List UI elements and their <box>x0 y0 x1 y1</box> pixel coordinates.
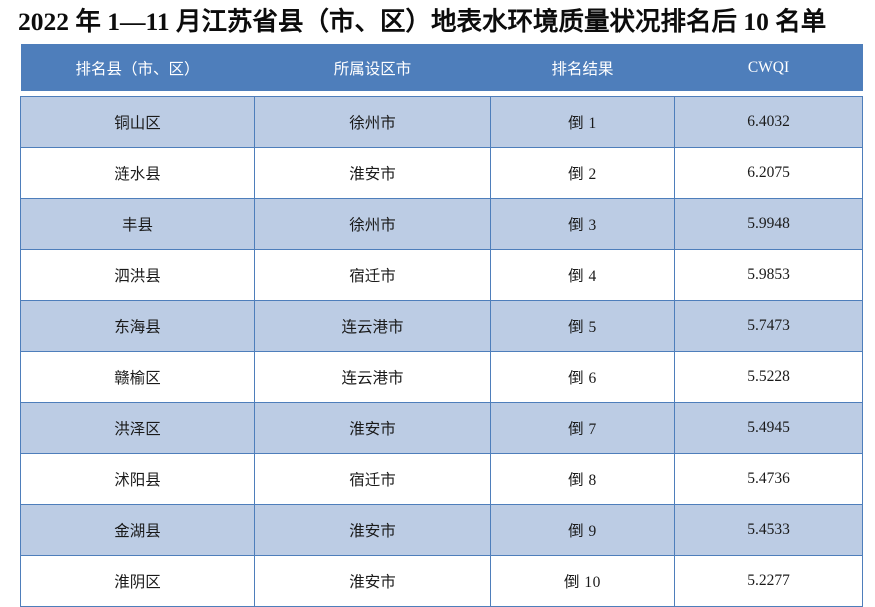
table-body: 铜山区 徐州市倒 1 6.4032 涟水县 淮安市倒 2 6.2075 丰县 徐州市倒 3 5.… <box>20 91 863 607</box>
header-body-gap <box>20 91 863 97</box>
table-row: 涟水县 淮安市倒 2 6.2075 <box>20 147 863 199</box>
cell-cwqi: 5.4945 <box>674 402 863 454</box>
cell-county: 铜山区 <box>20 96 255 148</box>
table-row: 赣榆区 连云港市倒 6 5.5228 <box>20 351 863 403</box>
column-header-rank: 排名结果 <box>490 44 675 91</box>
table-header: 排名县（市、区） 所属设区市 排名结果 CWQI <box>20 44 863 91</box>
cell-county: 涟水县 <box>20 147 255 199</box>
cell-county: 丰县 <box>20 198 255 250</box>
gap-cell <box>20 91 863 97</box>
cell-rank: 倒 2 <box>490 147 675 199</box>
table-header-row: 排名县（市、区） 所属设区市 排名结果 CWQI <box>20 44 863 91</box>
cell-city: 淮安市 <box>254 147 491 199</box>
cell-county: 东海县 <box>20 300 255 352</box>
table-row: 沭阳县 宿迁市倒 8 5.4736 <box>20 453 863 505</box>
cell-city: 淮安市 <box>254 555 491 607</box>
ranking-table: 排名县（市、区） 所属设区市 排名结果 CWQI 铜山区 徐州市倒 1 6.4032… <box>20 44 863 607</box>
cell-city: 宿迁市 <box>254 249 491 301</box>
cell-cwqi: 6.4032 <box>674 96 863 148</box>
cell-city: 连云港市 <box>254 351 491 403</box>
table-row: 铜山区 徐州市倒 1 6.4032 <box>20 96 863 148</box>
cell-county: 沭阳县 <box>20 453 255 505</box>
cell-county: 赣榆区 <box>20 351 255 403</box>
cell-cwqi: 5.2277 <box>674 555 863 607</box>
cell-rank: 倒 4 <box>490 249 675 301</box>
cell-city: 徐州市 <box>254 96 491 148</box>
cell-rank: 倒 6 <box>490 351 675 403</box>
cell-rank: 倒 8 <box>490 453 675 505</box>
cell-cwqi: 5.5228 <box>674 351 863 403</box>
table-row: 东海县 连云港市倒 5 5.7473 <box>20 300 863 352</box>
cell-cwqi: 5.7473 <box>674 300 863 352</box>
cell-county: 金湖县 <box>20 504 255 556</box>
table-row: 淮阴区 淮安市倒 10 5.2277 <box>20 555 863 607</box>
cell-city: 淮安市 <box>254 504 491 556</box>
cell-county: 泗洪县 <box>20 249 255 301</box>
cell-county: 淮阴区 <box>20 555 255 607</box>
cell-rank: 倒 10 <box>490 555 675 607</box>
cell-city: 徐州市 <box>254 198 491 250</box>
cell-rank: 倒 1 <box>490 96 675 148</box>
cell-cwqi: 5.4533 <box>674 504 863 556</box>
cell-city: 宿迁市 <box>254 453 491 505</box>
ranking-table-container: 排名县（市、区） 所属设区市 排名结果 CWQI 铜山区 徐州市倒 1 6.4032… <box>20 44 863 607</box>
table-row: 金湖县 淮安市倒 9 5.4533 <box>20 504 863 556</box>
cell-cwqi: 5.4736 <box>674 453 863 505</box>
page-title: 2022 年 1—11 月江苏省县（市、区）地表水环境质量状况排名后 10 名单 <box>18 7 827 36</box>
table-row: 丰县 徐州市倒 3 5.9948 <box>20 198 863 250</box>
cell-cwqi: 5.9853 <box>674 249 863 301</box>
cell-city: 淮安市 <box>254 402 491 454</box>
column-header-city: 所属设区市 <box>254 44 491 91</box>
column-header-county: 排名县（市、区） <box>20 44 255 91</box>
cell-rank: 倒 9 <box>490 504 675 556</box>
cell-city: 连云港市 <box>254 300 491 352</box>
cell-rank: 倒 7 <box>490 402 675 454</box>
cell-rank: 倒 5 <box>490 300 675 352</box>
column-header-cwqi: CWQI <box>674 44 863 91</box>
table-row: 洪泽区 淮安市倒 7 5.4945 <box>20 402 863 454</box>
table-row: 泗洪县 宿迁市倒 4 5.9853 <box>20 249 863 301</box>
cell-county: 洪泽区 <box>20 402 255 454</box>
cell-cwqi: 6.2075 <box>674 147 863 199</box>
cell-cwqi: 5.9948 <box>674 198 863 250</box>
cell-rank: 倒 3 <box>490 198 675 250</box>
